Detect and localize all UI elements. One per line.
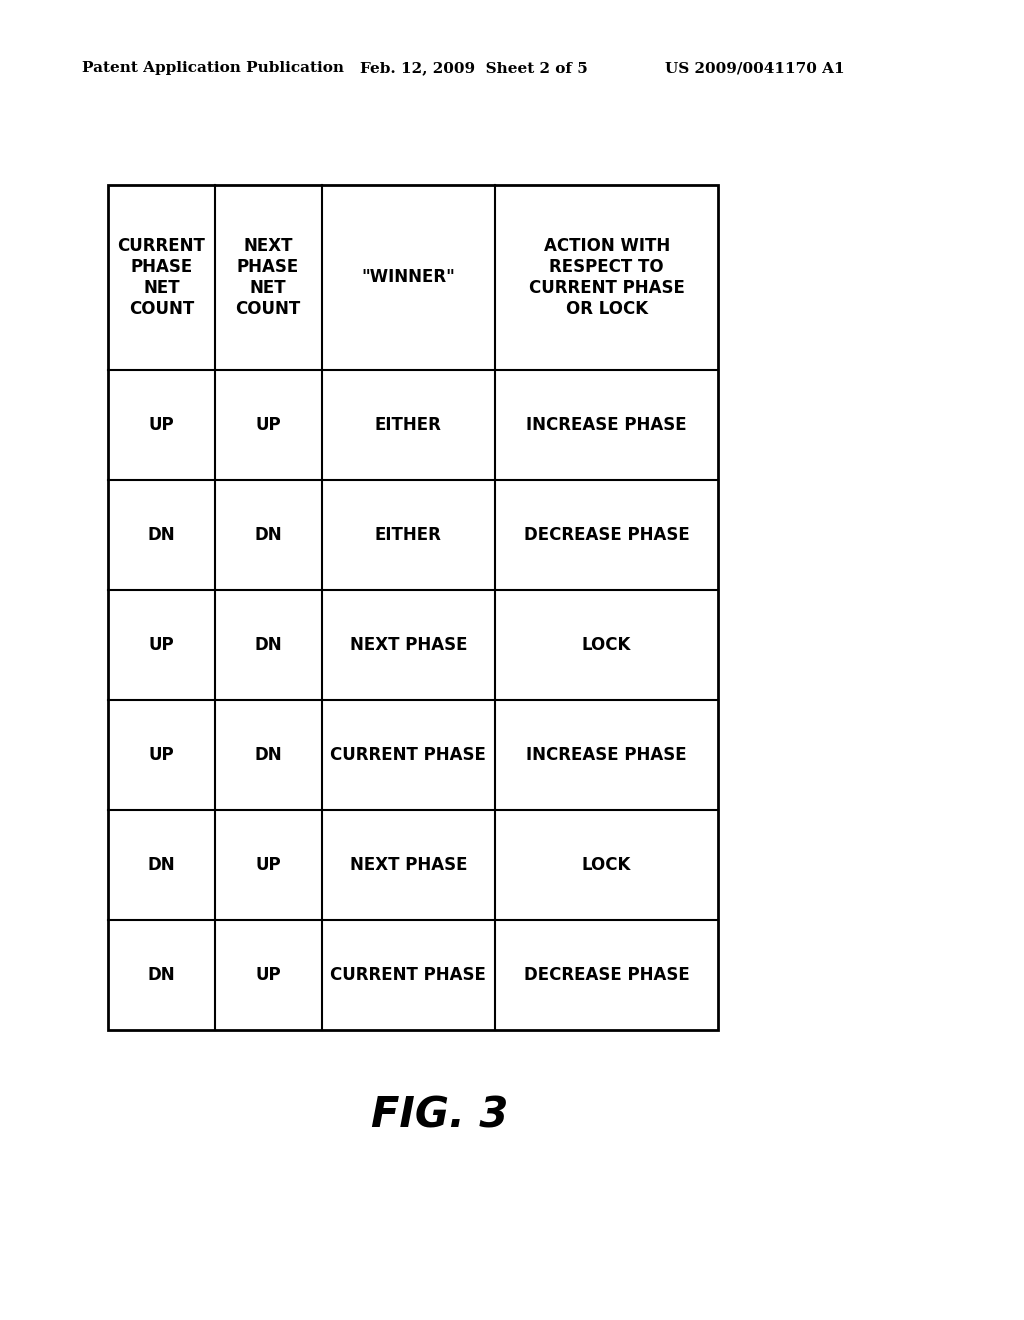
Text: DN: DN bbox=[254, 746, 282, 764]
Text: DECREASE PHASE: DECREASE PHASE bbox=[524, 525, 689, 544]
Text: INCREASE PHASE: INCREASE PHASE bbox=[526, 746, 687, 764]
Text: EITHER: EITHER bbox=[375, 525, 442, 544]
Text: EITHER: EITHER bbox=[375, 416, 442, 434]
Text: UP: UP bbox=[255, 855, 281, 874]
Text: FIG. 3: FIG. 3 bbox=[372, 1094, 509, 1137]
Text: UP: UP bbox=[148, 416, 174, 434]
Text: UP: UP bbox=[148, 636, 174, 653]
Bar bbox=[108, 185, 718, 1030]
Text: UP: UP bbox=[148, 746, 174, 764]
Text: DN: DN bbox=[147, 525, 175, 544]
Text: Feb. 12, 2009  Sheet 2 of 5: Feb. 12, 2009 Sheet 2 of 5 bbox=[360, 61, 588, 75]
Text: US 2009/0041170 A1: US 2009/0041170 A1 bbox=[665, 61, 845, 75]
Text: LOCK: LOCK bbox=[582, 855, 632, 874]
Text: LOCK: LOCK bbox=[582, 636, 632, 653]
Text: DN: DN bbox=[147, 855, 175, 874]
Text: DN: DN bbox=[254, 636, 282, 653]
Text: ACTION WITH
RESPECT TO
CURRENT PHASE
OR LOCK: ACTION WITH RESPECT TO CURRENT PHASE OR … bbox=[528, 238, 685, 318]
Text: CURRENT
PHASE
NET
COUNT: CURRENT PHASE NET COUNT bbox=[118, 238, 206, 318]
Text: DECREASE PHASE: DECREASE PHASE bbox=[524, 966, 689, 983]
Text: "WINNER": "WINNER" bbox=[361, 268, 456, 286]
Text: NEXT PHASE: NEXT PHASE bbox=[349, 636, 467, 653]
Text: UP: UP bbox=[255, 416, 281, 434]
Text: UP: UP bbox=[255, 966, 281, 983]
Text: CURRENT PHASE: CURRENT PHASE bbox=[331, 746, 486, 764]
Text: INCREASE PHASE: INCREASE PHASE bbox=[526, 416, 687, 434]
Text: CURRENT PHASE: CURRENT PHASE bbox=[331, 966, 486, 983]
Text: DN: DN bbox=[254, 525, 282, 544]
Text: Patent Application Publication: Patent Application Publication bbox=[82, 61, 344, 75]
Text: NEXT
PHASE
NET
COUNT: NEXT PHASE NET COUNT bbox=[236, 238, 301, 318]
Text: DN: DN bbox=[147, 966, 175, 983]
Text: NEXT PHASE: NEXT PHASE bbox=[349, 855, 467, 874]
